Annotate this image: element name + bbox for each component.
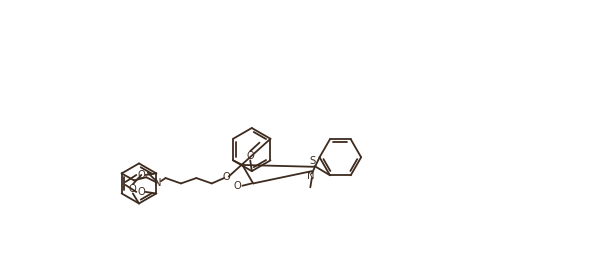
Text: N: N [306,171,314,181]
Text: O: O [137,170,145,180]
Text: S: S [309,156,315,166]
Text: O: O [246,151,254,161]
Text: O: O [137,187,145,197]
Text: O: O [223,172,230,182]
Text: O: O [129,184,137,194]
Text: N: N [154,178,162,188]
Text: O: O [234,181,242,191]
